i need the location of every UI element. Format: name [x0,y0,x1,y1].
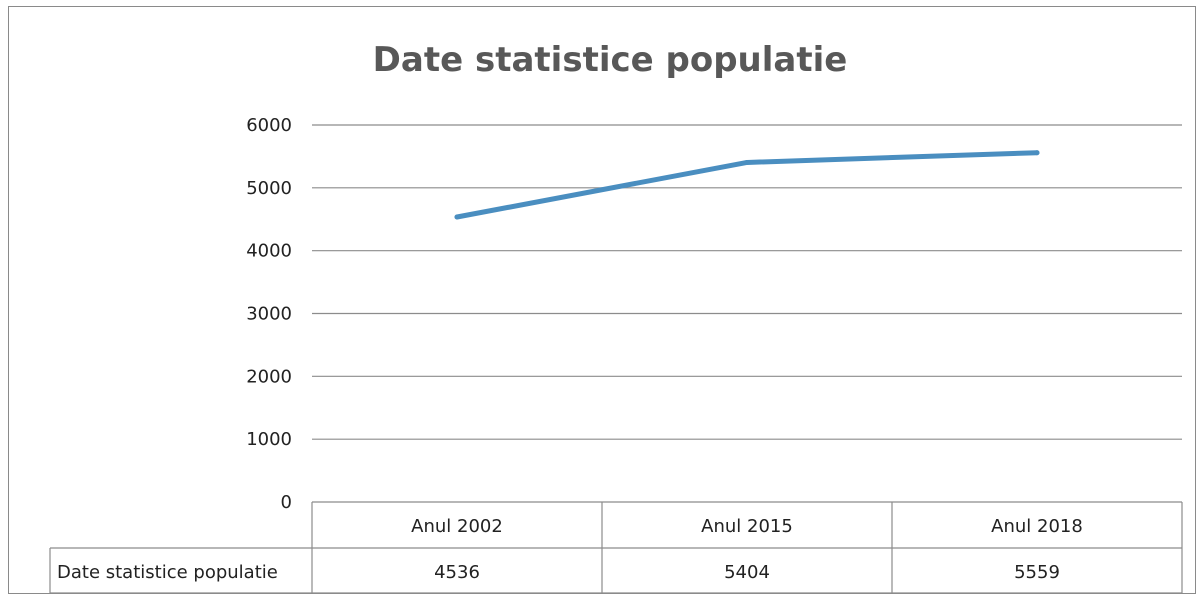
table-value-cell: 5404 [724,562,770,583]
data-point [1034,150,1040,156]
y-tick-label-3000: 3000 [246,304,292,325]
y-tick-label-2000: 2000 [246,366,292,387]
chart-title: Date statistice populatie [372,40,848,80]
y-tick-labels: 0 1000 2000 3000 4000 5000 6000 [246,115,292,513]
table-value-cell: 4536 [434,562,480,583]
y-tick-label-4000: 4000 [246,241,292,262]
table-row-label: Date statistice populatie [57,562,278,583]
chart-frame [8,6,1196,594]
x-category-label: Anul 2018 [991,516,1083,537]
data-point [744,159,750,165]
y-tick-label-6000: 6000 [246,115,292,136]
grid-layer [312,124,1182,440]
data-table: Anul 2002 Anul 2015 Anul 2018 Date statisti… [49,501,1183,594]
y-tick-label-0: 0 [281,492,292,513]
x-category-label: Anul 2015 [701,516,793,537]
series-layer [454,150,1040,220]
y-tick-label-5000: 5000 [246,178,292,199]
table-value-cell: 5559 [1014,562,1060,583]
data-point [454,214,460,220]
y-tick-label-1000: 1000 [246,429,292,450]
x-category-label: Anul 2002 [411,516,503,537]
